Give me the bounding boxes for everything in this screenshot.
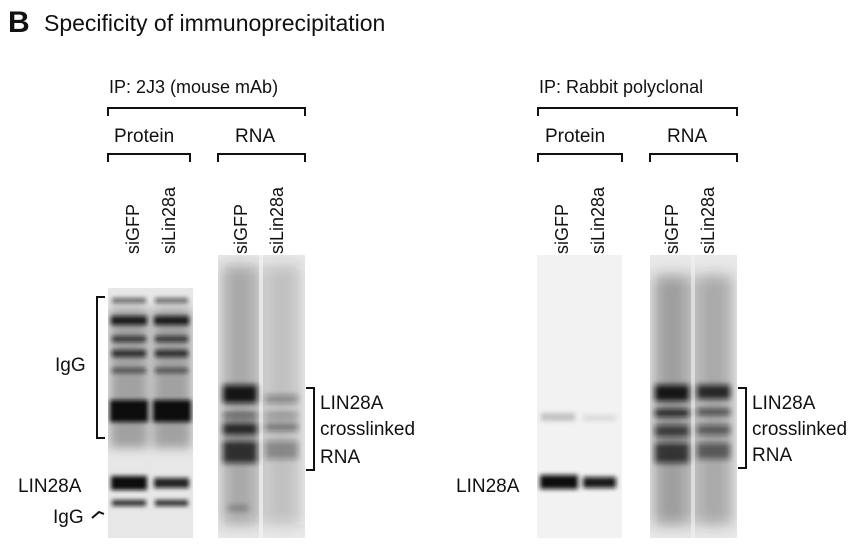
right-ip-label: IP: Rabbit polyclonal [539,77,704,97]
left-rna-label-1: LIN28A [320,393,384,414]
right-rna-gel [650,255,737,538]
lane-label: siLin28a [159,186,179,254]
right-protein-gel [537,255,622,538]
lane-label: siGFP [662,203,682,254]
figure-title: Specificity of immunoprecipitation [44,10,386,36]
left-rna-bracket-side [306,387,315,471]
left-ip-bracket [107,107,306,116]
right-ip-bracket [537,107,738,116]
lin28a-protein-label: LIN28A [18,476,82,497]
left-rna-label-3: RNA [320,447,361,468]
lin28a-protein-label: LIN28A [456,476,520,497]
lane-label: siLin28a [698,186,718,254]
lane-label: siGFP [552,203,572,254]
left-protein-bracket [107,153,191,162]
left-protein-gel [108,288,193,538]
panel-letter: B [8,6,30,39]
left-ip-label: IP: 2J3 (mouse mAb) [109,77,279,97]
right-rna-label-2: crosslinked [752,419,848,440]
left-rna-bracket [217,153,306,162]
lane-label: siGFP [123,203,143,254]
lane-label: siLin28a [267,186,287,254]
igg-heavy-bracket [96,296,105,439]
left-rna-gel [218,255,305,538]
right-rna-label-1: LIN28A [752,393,816,414]
lane-label: siGFP [231,203,251,254]
igg-light-label: IgG [53,507,84,528]
right-protein-bracket [537,153,623,162]
left-protein-label: Protein [114,126,175,147]
right-rna-bracket-side [738,387,747,469]
igg-light-tick [91,510,105,519]
igg-heavy-label: IgG [55,355,86,376]
left-rna-label: RNA [235,126,276,147]
right-rna-label: RNA [667,126,708,147]
right-rna-bracket [649,153,738,162]
lane-label: siLin28a [588,186,608,254]
right-protein-label: Protein [545,126,606,147]
right-rna-label-3: RNA [752,445,793,466]
left-rna-label-2: crosslinked [320,419,416,440]
